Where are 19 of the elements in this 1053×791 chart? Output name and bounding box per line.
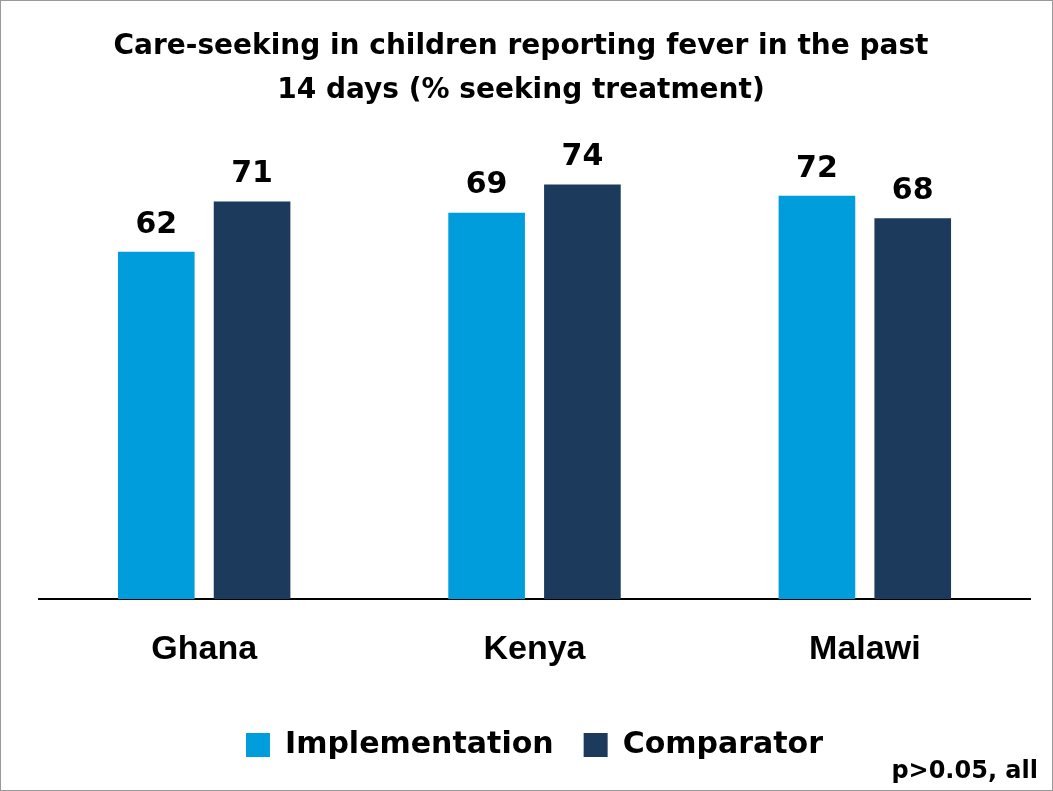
- data-label: 72: [796, 148, 838, 184]
- bar: [874, 218, 952, 600]
- data-label: 74: [561, 137, 604, 173]
- bar: [778, 195, 856, 600]
- x-tick-label: Ghana: [151, 627, 259, 666]
- bar: [213, 201, 291, 600]
- text: p>0.05, all: [891, 756, 1038, 784]
- bar: [544, 184, 621, 600]
- legend-label: Implementation: [284, 724, 554, 760]
- data-label: 71: [231, 154, 273, 190]
- chart-title: Care-seeking in children reporting fever in the past 14 days (% seeking treatment): [112, 27, 930, 107]
- data-label: 62: [135, 204, 178, 240]
- x-tick-label: Malawi: [809, 627, 921, 666]
- bar: [448, 212, 525, 600]
- x-tick-label: Kenya: [483, 627, 587, 666]
- bar: [117, 251, 195, 600]
- legend-label: Comparator: [622, 724, 824, 760]
- data-label: 68: [891, 171, 934, 207]
- data-label: 69: [465, 165, 508, 201]
